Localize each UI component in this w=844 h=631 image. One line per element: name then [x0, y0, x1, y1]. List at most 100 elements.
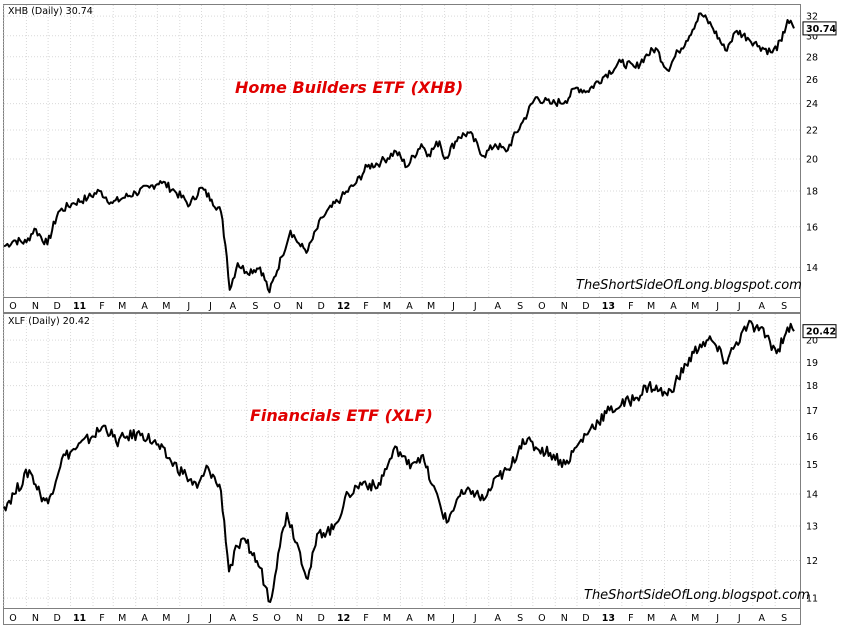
xhb-x-tick-label: A — [759, 301, 766, 312]
xlf-x-tick-label: D — [53, 613, 60, 624]
xlf-x-tick-label: M — [647, 613, 655, 624]
xlf-x-tick-label: J — [186, 613, 190, 624]
xlf-x-tick-label: F — [628, 613, 633, 624]
xhb-x-tick-label: J — [208, 301, 212, 312]
xhb-x-tick-label: F — [363, 301, 368, 312]
xhb-x-tick-label: N — [32, 301, 39, 312]
xhb-x-tick-label: M — [647, 301, 655, 312]
xlf-x-tick-label: M — [427, 613, 435, 624]
xhb-x-tick-label: D — [582, 301, 589, 312]
xlf-price-line — [3, 319, 795, 603]
xhb-x-tick-label: J — [451, 301, 455, 312]
xlf-x-tick-label: A — [230, 613, 237, 624]
xlf-y-tick-label: 13 — [806, 522, 818, 533]
xhb-x-tick-label: J — [473, 301, 477, 312]
xlf-x-tick-label: 12 — [337, 613, 350, 624]
xhb-x-tick-label: M — [427, 301, 435, 312]
xhb-last-value-marker: 30.74 — [802, 21, 837, 36]
xhb-y-axis: 14 16 18 20 22 24 26 28 30 32 — [806, 12, 818, 274]
xhb-x-tick-label: N — [296, 301, 303, 312]
xhb-watermark: TheShortSideOfLong.blogspot.com — [576, 278, 802, 293]
xhb-y-tick-label: 22 — [806, 126, 818, 137]
xlf-y-tick-label: 18 — [806, 381, 818, 392]
xlf-x-tick-label: 13 — [602, 613, 615, 624]
xlf-x-tick-label: N — [561, 613, 568, 624]
xlf-x-tick-label: A — [406, 613, 413, 624]
xlf-x-tick-label: J — [451, 613, 455, 624]
xlf-annotation: Financials ETF (XLF) — [250, 406, 433, 425]
xlf-legend: XLF (Daily) 20.42 — [8, 316, 90, 327]
xhb-x-axis: O N D 11 F M A M J J A S O N D 12 F M A M J J A S O N D 13 F M A M J J A S — [9, 301, 787, 312]
xhb-legend: XHB (Daily) 30.74 — [8, 6, 93, 17]
xlf-x-tick-label: S — [517, 613, 523, 624]
xhb-x-tick-label: 11 — [73, 301, 86, 312]
xhb-x-tick-label: J — [737, 301, 741, 312]
xlf-watermark: TheShortSideOfLong.blogspot.com — [584, 588, 810, 603]
xlf-x-tick-label: D — [318, 613, 325, 624]
xhb-y-tick-label: 28 — [806, 52, 818, 63]
xhb-x-tick-label: O — [538, 301, 545, 312]
xhb-panel: 14 16 18 20 22 24 26 28 30 32 O N D 11 F M A M J J A S O N D 12 F… — [3, 5, 837, 312]
xlf-y-tick-label: 15 — [806, 460, 818, 471]
xlf-x-tick-label: N — [296, 613, 303, 624]
xhb-x-tick-label: A — [141, 301, 148, 312]
xlf-y-tick-label: 17 — [806, 406, 818, 417]
xlf-x-axis-band — [3, 608, 801, 625]
xhb-y-tick-label: 30 — [806, 31, 818, 42]
xlf-last-value-box — [802, 324, 837, 339]
xhb-x-tick-label: M — [162, 301, 170, 312]
xlf-y-tick-label: 11 — [806, 594, 818, 605]
xlf-x-tick-label: A — [670, 613, 677, 624]
xlf-x-tick-label: A — [494, 613, 501, 624]
xlf-x-tick-label: S — [252, 613, 258, 624]
xlf-x-tick-label: M — [691, 613, 699, 624]
xlf-x-tick-label: F — [363, 613, 368, 624]
xlf-x-tick-label: J — [208, 613, 212, 624]
xhb-x-tick-label: A — [670, 301, 677, 312]
xhb-y-tick-label: 18 — [806, 187, 818, 198]
xlf-x-tick-label: A — [759, 613, 766, 624]
xlf-last-value-label: 20.42 — [806, 327, 836, 338]
xhb-x-tick-label: F — [628, 301, 633, 312]
xlf-y-axis: 11 12 13 14 15 16 17 18 19 20 — [806, 336, 818, 605]
xhb-y-tick-label: 20 — [806, 155, 818, 166]
xhb-x-tick-label: M — [691, 301, 699, 312]
xhb-x-tick-label: A — [406, 301, 413, 312]
xlf-x-tick-label: O — [538, 613, 545, 624]
xlf-last-value-marker: 20.42 — [802, 324, 837, 339]
xlf-x-tick-label: O — [9, 613, 16, 624]
xhb-x-tick-label: J — [715, 301, 719, 312]
xhb-y-tick-label: 24 — [806, 99, 818, 110]
xlf-y-tick-label: 19 — [806, 358, 818, 369]
xlf-x-axis: O N D 11 F M A M J J A S O N D 12 F M A M J J A S O N D 13 F M A M J J A S — [9, 613, 787, 624]
xhb-x-tick-label: N — [561, 301, 568, 312]
xhb-y-tick-label: 14 — [806, 263, 818, 274]
xlf-x-tick-label: F — [99, 613, 104, 624]
xlf-x-tick-label: M — [383, 613, 391, 624]
xlf-x-tick-label: J — [473, 613, 477, 624]
xlf-panel: 11 12 13 14 15 16 17 18 19 20 O N D 11 F M A M J J A S O N D 12 F… — [3, 314, 837, 624]
xhb-x-tick-label: M — [118, 301, 126, 312]
xlf-y-tick-label: 14 — [806, 490, 818, 501]
xlf-x-tick-label: N — [32, 613, 39, 624]
xhb-y-tick-label: 32 — [806, 12, 818, 23]
xlf-x-tick-label: 11 — [73, 613, 86, 624]
xlf-x-tick-label: S — [781, 613, 787, 624]
xhb-x-tick-label: O — [9, 301, 16, 312]
xhb-x-axis-band — [3, 297, 801, 313]
xhb-last-value-box — [802, 21, 837, 36]
xhb-last-value-label: 30.74 — [806, 24, 836, 35]
xlf-y-tick-label: 20 — [806, 336, 818, 347]
xhb-x-tick-label: S — [252, 301, 258, 312]
xhb-gridlines — [3, 5, 800, 297]
xhb-x-tick-label: 13 — [602, 301, 615, 312]
xhb-x-tick-label: D — [318, 301, 325, 312]
xlf-y-tick-label: 16 — [806, 432, 818, 443]
xlf-x-tick-label: M — [162, 613, 170, 624]
xhb-x-tick-label: D — [53, 301, 60, 312]
xlf-y-tick-label: 12 — [806, 556, 818, 567]
xlf-x-tick-label: M — [118, 613, 126, 624]
xlf-x-tick-label: A — [141, 613, 148, 624]
xhb-x-tick-label: S — [517, 301, 523, 312]
